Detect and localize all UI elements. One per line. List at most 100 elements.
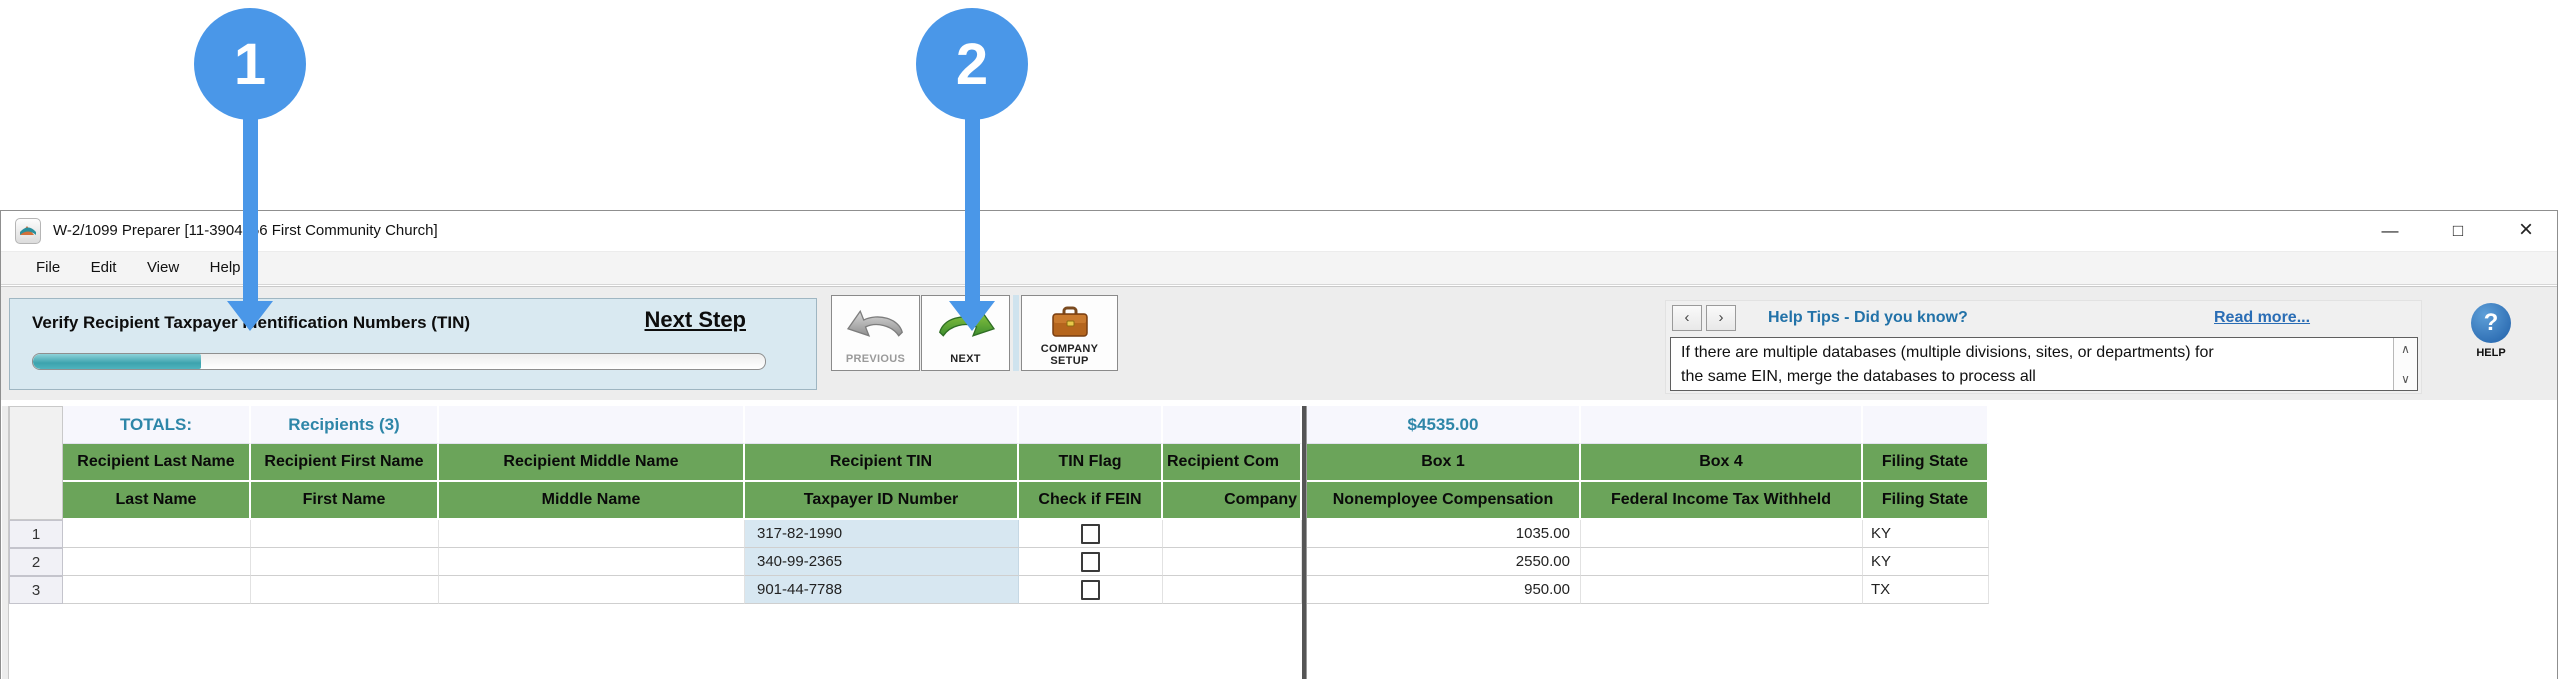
tin-flag-checkbox[interactable] xyxy=(1081,551,1100,572)
totals-empty-cell xyxy=(745,406,1019,444)
callout-step-1-number: 1 xyxy=(233,31,267,97)
table-row: 1 317-82-1990 1035.00 KY xyxy=(9,520,1989,548)
company-setup-label: COMPANY SETUP xyxy=(1040,343,1099,367)
scroll-up-icon[interactable]: ∧ xyxy=(2401,342,2410,356)
cell-box4[interactable] xyxy=(1581,548,1863,576)
column-header-row-1: Recipient Last Name Recipient First Name… xyxy=(63,444,1989,482)
col-header-recipient-company: Recipient Com xyxy=(1163,444,1302,482)
totals-empty-cell xyxy=(1581,406,1863,444)
totals-empty-cell xyxy=(439,406,745,444)
read-more-link[interactable]: Read more... xyxy=(2214,309,2311,326)
totals-row: TOTALS: Recipients (3) $4535.00 xyxy=(63,406,1989,444)
briefcase-icon xyxy=(1051,306,1088,337)
row-number[interactable]: 3 xyxy=(9,576,63,604)
cell-middle-name[interactable] xyxy=(439,548,745,576)
cell-box4[interactable] xyxy=(1581,520,1863,548)
cell-tin[interactable]: 317-82-1990 xyxy=(745,520,1019,548)
subheader-last-name: Last Name xyxy=(63,482,251,520)
cell-first-name[interactable] xyxy=(251,548,439,576)
tip-scrollbar[interactable]: ∧ ∨ xyxy=(2393,338,2417,390)
cell-box1[interactable]: 1035.00 xyxy=(1307,520,1581,548)
col-header-recipient-first-name: Recipient First Name xyxy=(251,444,439,482)
menu-edit[interactable]: Edit xyxy=(90,259,117,276)
callout-step-1: 1 xyxy=(194,8,306,120)
cell-tin[interactable]: 901-44-7788 xyxy=(745,576,1019,604)
subheader-filing-state: Filing State xyxy=(1863,482,1989,520)
cell-tin-flag[interactable] xyxy=(1019,520,1163,548)
next-step-link[interactable]: Next Step xyxy=(644,307,746,332)
menu-view[interactable]: View xyxy=(146,259,180,276)
cell-filing-state[interactable]: KY xyxy=(1863,520,1989,548)
cell-first-name[interactable] xyxy=(251,520,439,548)
progress-fill xyxy=(33,354,202,369)
help-tips-panel: ‹ › Help Tips - Did you know? Read more.… xyxy=(1665,300,2422,394)
tip-next-button[interactable]: › xyxy=(1706,305,1736,331)
step-progress-panel: Verify Recipient Taxpayer Identification… xyxy=(9,298,817,390)
subheader-company: Company xyxy=(1163,482,1302,520)
callout-step-2-arrow-head xyxy=(949,301,995,331)
scroll-down-icon[interactable]: ∨ xyxy=(2401,372,2410,386)
grid-left-margin xyxy=(2,406,9,679)
cell-box4[interactable] xyxy=(1581,576,1863,604)
grid-corner-cell[interactable] xyxy=(9,406,63,520)
toolbar: Verify Recipient Taxpayer Identification… xyxy=(1,286,2557,400)
subheader-check-if-fein: Check if FEIN xyxy=(1019,482,1163,520)
cell-box1[interactable]: 2550.00 xyxy=(1307,548,1581,576)
menu-file[interactable]: File xyxy=(36,259,61,276)
tin-flag-checkbox[interactable] xyxy=(1081,523,1100,544)
cell-company[interactable] xyxy=(1163,576,1302,604)
tip-previous-button[interactable]: ‹ xyxy=(1672,305,1702,331)
col-header-box4: Box 4 xyxy=(1581,444,1863,482)
cell-middle-name[interactable] xyxy=(439,576,745,604)
cell-last-name[interactable] xyxy=(63,520,251,548)
help-button[interactable]: ? HELP xyxy=(2459,303,2523,377)
callout-step-2-number: 2 xyxy=(955,31,989,97)
tip-text: If there are multiple databases (multipl… xyxy=(1681,344,2214,385)
col-header-recipient-middle-name: Recipient Middle Name xyxy=(439,444,745,482)
cell-last-name[interactable] xyxy=(63,548,251,576)
cell-filing-state[interactable]: TX xyxy=(1863,576,1989,604)
pane-split-divider[interactable] xyxy=(1302,406,1307,679)
subheader-first-name: First Name xyxy=(251,482,439,520)
next-button-label: NEXT xyxy=(950,353,981,365)
col-header-tin-flag: TIN Flag xyxy=(1019,444,1163,482)
cell-company[interactable] xyxy=(1163,520,1302,548)
callout-step-2-arrow-stem xyxy=(965,116,980,302)
previous-arrow-icon xyxy=(846,309,903,337)
cell-box1[interactable]: 950.00 xyxy=(1307,576,1581,604)
subheader-federal-income-tax-withheld: Federal Income Tax Withheld xyxy=(1581,482,1863,520)
cell-tin[interactable]: 340-99-2365 xyxy=(745,548,1019,576)
subheader-nonemployee-compensation: Nonemployee Compensation xyxy=(1307,482,1581,520)
cell-middle-name[interactable] xyxy=(439,520,745,548)
company-setup-button[interactable]: COMPANY SETUP xyxy=(1021,295,1118,371)
close-button[interactable]: × xyxy=(2518,216,2533,243)
menu-bar: File Edit View Help xyxy=(1,251,2557,285)
previous-button[interactable]: PREVIOUS xyxy=(831,295,920,371)
cell-tin-flag[interactable] xyxy=(1019,548,1163,576)
cell-company[interactable] xyxy=(1163,548,1302,576)
step-progress-bar xyxy=(32,353,766,370)
box1-total: $4535.00 xyxy=(1307,406,1581,444)
subheader-taxpayer-id: Taxpayer ID Number xyxy=(745,482,1019,520)
tin-flag-checkbox[interactable] xyxy=(1081,579,1100,600)
col-header-filing-state: Filing State xyxy=(1863,444,1989,482)
help-question-icon: ? xyxy=(2471,303,2511,343)
column-header-row-2: Last Name First Name Middle Name Taxpaye… xyxy=(63,482,1989,520)
tip-text-box[interactable]: If there are multiple databases (multipl… xyxy=(1670,337,2418,391)
help-tips-title: Help Tips - Did you know? xyxy=(1768,309,1968,326)
table-row: 3 901-44-7788 950.00 TX xyxy=(9,576,1989,604)
table-row: 2 340-99-2365 2550.00 KY xyxy=(9,548,1989,576)
toolbar-separator xyxy=(1013,295,1019,371)
row-number[interactable]: 1 xyxy=(9,520,63,548)
minimize-button[interactable]: — xyxy=(2381,221,2399,240)
cell-first-name[interactable] xyxy=(251,576,439,604)
cell-tin-flag[interactable] xyxy=(1019,576,1163,604)
maximize-button[interactable]: □ xyxy=(2452,221,2464,240)
cell-last-name[interactable] xyxy=(63,576,251,604)
menu-help[interactable]: Help xyxy=(209,259,241,276)
cell-filing-state[interactable]: KY xyxy=(1863,548,1989,576)
app-window: W-2/1099 Preparer [11-3904756 First Comm… xyxy=(0,210,2558,679)
row-number[interactable]: 2 xyxy=(9,548,63,576)
col-header-recipient-tin: Recipient TIN xyxy=(745,444,1019,482)
